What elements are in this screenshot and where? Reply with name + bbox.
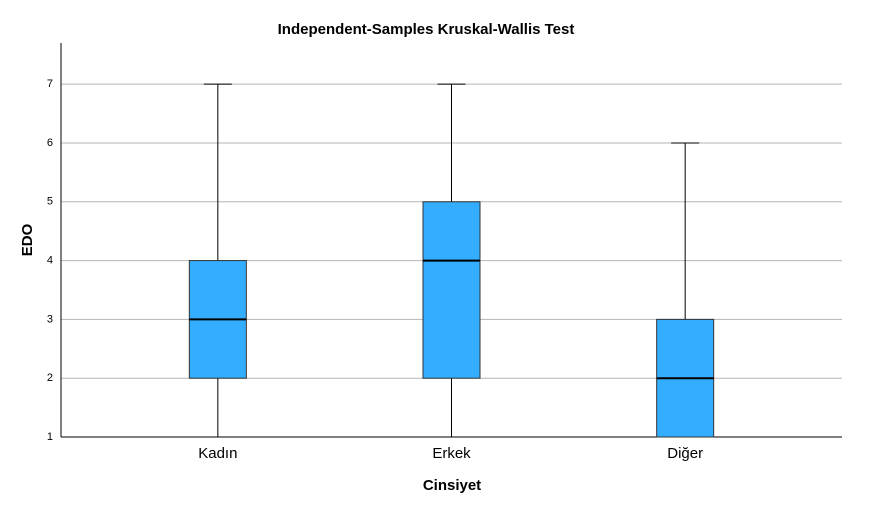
y-tick-label: 5 — [47, 196, 53, 208]
y-tick-label: 6 — [47, 137, 53, 149]
y-axis-title: EDO — [19, 223, 36, 256]
y-tick-label: 3 — [47, 313, 53, 325]
chart-title: Independent-Samples Kruskal-Wallis Test — [278, 21, 575, 38]
x-tick-label: Erkek — [432, 445, 471, 462]
x-tick-label: Diğer — [667, 445, 703, 462]
y-tick-label: 7 — [47, 78, 53, 90]
y-tick-label: 2 — [47, 372, 53, 384]
box — [422, 201, 481, 379]
x-tick-label: Kadın — [198, 445, 237, 462]
y-tick-label: 4 — [47, 254, 53, 266]
y-tick-label: 1 — [47, 431, 53, 443]
x-axis-title: Cinsiyet — [423, 477, 481, 494]
